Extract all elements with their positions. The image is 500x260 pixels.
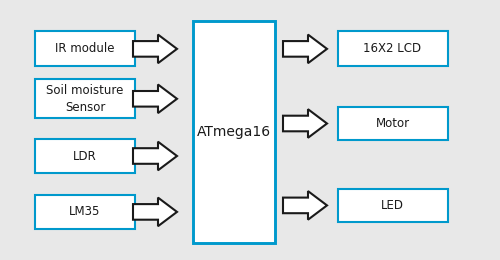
Bar xyxy=(35,139,135,173)
Polygon shape xyxy=(133,142,177,170)
Text: Soil moisture
Sensor: Soil moisture Sensor xyxy=(46,84,124,114)
Text: LM35: LM35 xyxy=(70,205,100,218)
Text: Motor: Motor xyxy=(376,117,410,130)
Text: ATmega16: ATmega16 xyxy=(196,125,271,139)
Text: 16X2 LCD: 16X2 LCD xyxy=(364,42,422,55)
Bar xyxy=(338,31,448,66)
Text: IR module: IR module xyxy=(55,42,115,55)
Polygon shape xyxy=(133,198,177,226)
Bar xyxy=(338,107,448,140)
Polygon shape xyxy=(283,191,327,220)
Polygon shape xyxy=(133,35,177,63)
Text: LDR: LDR xyxy=(73,150,97,162)
Bar xyxy=(35,195,135,229)
Bar xyxy=(338,188,448,222)
Text: LED: LED xyxy=(381,199,404,212)
Bar xyxy=(35,79,135,118)
Polygon shape xyxy=(283,35,327,63)
Bar xyxy=(192,21,275,243)
Polygon shape xyxy=(133,84,177,113)
Polygon shape xyxy=(283,109,327,138)
Bar xyxy=(35,31,135,66)
